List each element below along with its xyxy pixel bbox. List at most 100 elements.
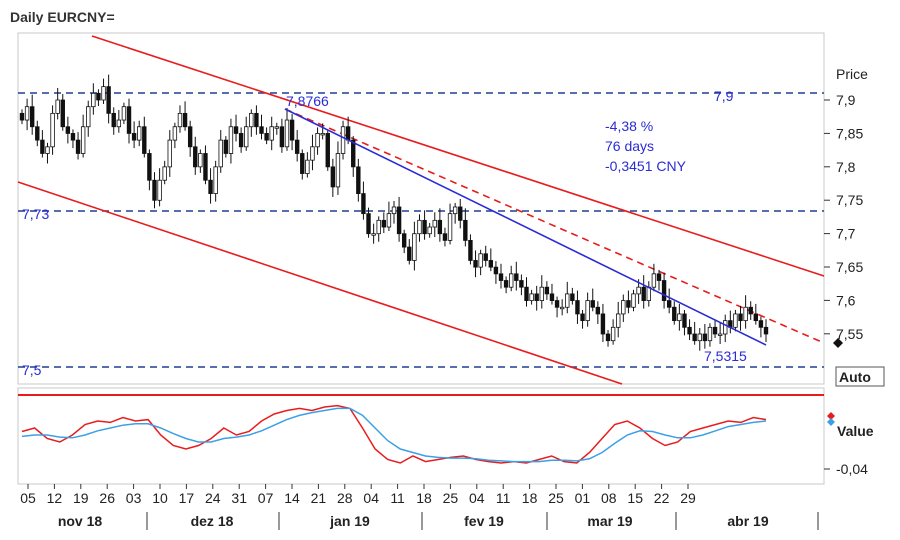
level-lines (18, 92, 824, 368)
candle-body (534, 293, 539, 301)
date-tick-label: 12 (47, 490, 63, 506)
candle-body (381, 219, 387, 228)
candle-body (503, 280, 509, 288)
candle-body (208, 179, 213, 195)
candle-body (50, 112, 55, 148)
candle-body (218, 139, 223, 168)
date-tick-label: 01 (575, 490, 591, 506)
candle-body (447, 213, 453, 241)
candle-body (35, 126, 40, 141)
candle-body (269, 126, 274, 141)
date-tick-label: 10 (152, 490, 168, 506)
candle-body (167, 139, 172, 168)
candle-body (391, 206, 397, 215)
price-axis-label: Price (836, 66, 868, 82)
date-axis: 05 12 19 26 03 10 17 24 31 07 14 21 28 04 11 18 25 04 11 18… (20, 484, 696, 506)
candle-body (570, 293, 575, 301)
date-tick-label: 03 (126, 490, 142, 506)
candle-body (687, 326, 692, 335)
candle-body (289, 119, 295, 141)
date-tick-label: 31 (231, 490, 247, 506)
candle-body (748, 306, 753, 315)
candle-body (524, 286, 529, 301)
candle-body (244, 126, 249, 148)
candle-body (193, 146, 198, 168)
candle-body (631, 293, 636, 308)
candle-body (351, 139, 356, 168)
indicator-series-line (21, 404, 767, 464)
candle-body (432, 219, 437, 228)
candle-body (310, 146, 315, 161)
candle-body (228, 126, 234, 154)
candle-body (142, 126, 147, 154)
candle-body (753, 313, 759, 322)
candle-body (554, 300, 560, 308)
level-label-low: 7,5 (22, 362, 42, 378)
candle-body (371, 233, 376, 236)
month-axis: nov 18 dez 18 jan 19 fev 19 mar 19 abr 19 (58, 512, 819, 530)
date-tick-label: 05 (20, 490, 36, 506)
candle-body (345, 126, 351, 141)
candle-body (677, 313, 682, 322)
candle-body (116, 119, 122, 128)
channel-mid-dashed (284, 108, 825, 344)
candle-body (666, 300, 672, 308)
date-tick-label: 08 (601, 490, 617, 506)
candle-body (514, 273, 519, 281)
candle-body (519, 280, 524, 288)
candle-body (600, 313, 606, 335)
candle-body (702, 333, 708, 342)
candle-body (315, 133, 320, 148)
candle-body (672, 306, 677, 322)
date-tick-label: 04 (363, 490, 379, 506)
candle-body (361, 193, 366, 215)
candle-body (692, 333, 697, 342)
candle-body (396, 206, 402, 235)
price-tick-label: 7,75 (836, 192, 863, 208)
candle-body (610, 326, 616, 342)
candle-body (131, 133, 137, 141)
candle-body (661, 280, 667, 301)
candle-body (498, 273, 504, 281)
candle-body (264, 133, 269, 141)
candle-body (478, 253, 483, 268)
candle-body (320, 133, 325, 136)
candle-body (697, 333, 702, 342)
auto-button[interactable] (835, 366, 885, 387)
candle-body (238, 133, 244, 148)
candle-body (80, 126, 86, 154)
candle-body (305, 159, 310, 174)
date-tick-label: 11 (496, 490, 511, 506)
trend-line (284, 108, 767, 346)
candle-body (162, 166, 167, 181)
candle-body (651, 273, 657, 288)
price-tick-label: 7,6 (836, 292, 856, 308)
change-pct-label: -4,38 % (605, 118, 653, 134)
date-tick-label: 04 (469, 490, 485, 506)
date-tick-label: 25 (443, 490, 459, 506)
date-tick-label: 07 (258, 490, 274, 506)
candle-body (19, 112, 25, 121)
candle-body (147, 153, 152, 181)
candle-body (468, 239, 473, 261)
candle-body (121, 106, 127, 121)
candle-body (407, 246, 412, 261)
candle-body (101, 86, 106, 101)
candle-body (300, 153, 305, 174)
candle-body (646, 286, 651, 301)
candle-body (223, 139, 229, 154)
candle-body (463, 219, 468, 241)
channel-upper (91, 35, 825, 277)
candle-body (412, 233, 417, 261)
candle-body (340, 126, 346, 154)
level-label-high: 7,9 (714, 88, 734, 104)
date-tick-label: 19 (73, 490, 89, 506)
candle-body (509, 273, 514, 288)
candle-body (442, 233, 448, 241)
candle-body (575, 300, 580, 315)
channel-lower (17, 181, 623, 385)
candle-body (417, 219, 422, 235)
candle-body (493, 266, 499, 275)
month-label: dez 18 (191, 513, 234, 529)
date-tick-label: 18 (522, 490, 538, 506)
